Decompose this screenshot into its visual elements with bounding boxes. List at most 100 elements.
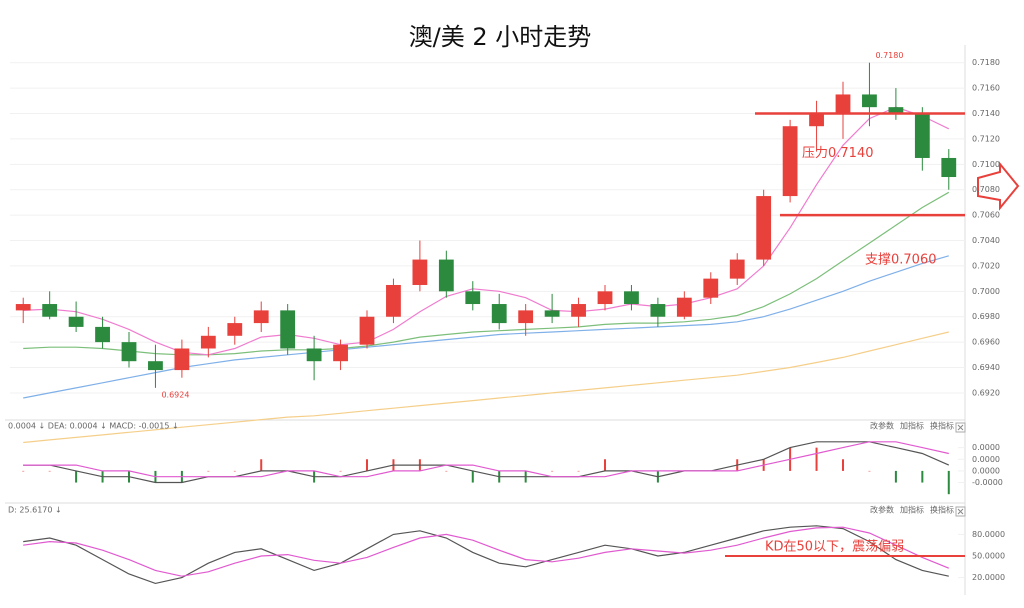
candle-body: [200, 335, 216, 349]
candle-body: [835, 94, 851, 114]
macd-bar: [577, 470, 580, 472]
candle-body: [782, 126, 798, 197]
candle-body: [174, 348, 190, 371]
candle-body: [280, 310, 296, 349]
macd-bar: [75, 470, 78, 483]
series-line: [23, 191, 950, 356]
series-line: [23, 106, 950, 356]
y-tick-label: 80.0000: [972, 530, 1005, 539]
macd-bar: [842, 459, 844, 471]
y-tick-label: 20.0000: [972, 573, 1005, 582]
candle-body: [544, 310, 560, 317]
y-tick-label: 0.7000: [972, 287, 1000, 296]
macd-bar: [868, 470, 871, 472]
candle-body: [756, 196, 772, 260]
y-tick-label: 0.0000: [972, 443, 1000, 452]
y-tick-label: 0.6980: [972, 312, 1000, 321]
low-marker: 0.6924: [161, 390, 189, 399]
indicator-button[interactable]: 加指标: [900, 421, 924, 431]
macd-bar: [551, 470, 554, 472]
candle-body: [359, 316, 375, 345]
candle-body: [809, 113, 824, 127]
level-label: 压力0.7140: [802, 146, 874, 161]
candle-body: [729, 259, 745, 279]
indicator-button[interactable]: 换指标: [930, 421, 954, 431]
candle-body: [68, 316, 84, 327]
series-line: [23, 526, 950, 577]
series-line: [23, 525, 949, 585]
macd-bar: [22, 470, 25, 472]
macd-bar: [445, 470, 448, 472]
candle-body: [597, 291, 613, 305]
candle-body: [941, 157, 957, 178]
candle-body: [121, 342, 137, 362]
candle-body: [412, 259, 428, 285]
y-tick-label: 0.7080: [972, 185, 1000, 194]
candle-body: [571, 304, 586, 317]
candle-body: [650, 304, 666, 317]
close-icon[interactable]: [955, 506, 966, 517]
y-tick-label: 0.7160: [972, 84, 1000, 93]
level-label: KD在50以下，震荡偏弱: [765, 540, 904, 555]
candle-body: [42, 304, 58, 317]
level-label: 支撑0.7060: [865, 253, 937, 268]
macd-bar: [921, 470, 924, 483]
chart-title: 澳/美 2 小时走势: [409, 23, 592, 51]
macd-bar: [207, 470, 210, 472]
candle-body: [703, 278, 719, 298]
y-tick-label: -0.0000: [972, 478, 1003, 487]
y-tick-label: 0.0000: [972, 455, 1000, 464]
candle-body: [227, 323, 243, 336]
y-tick-label: 0.6940: [972, 363, 1000, 372]
candle-body: [888, 107, 904, 114]
candle-body: [914, 113, 930, 158]
y-tick-label: 0.7180: [972, 58, 1000, 67]
indicator-button[interactable]: 改参数: [870, 421, 894, 431]
candle-body: [15, 304, 31, 311]
macd-bar: [48, 470, 51, 472]
candle-body: [862, 94, 877, 108]
y-tick-label: 0.7140: [972, 109, 1000, 118]
series-line: [23, 441, 950, 484]
series-line: [23, 255, 949, 399]
y-tick-label: 0.6960: [972, 338, 1000, 347]
macd-bar: [604, 459, 606, 471]
macd-bar: [260, 459, 263, 471]
y-tick-label: 0.7120: [972, 134, 1000, 143]
macd-bar: [366, 459, 368, 471]
indicator-header: D: 25.6170 ↓: [8, 506, 62, 515]
indicator-button[interactable]: 改参数: [870, 505, 894, 515]
y-tick-label: 0.7040: [972, 236, 1000, 245]
candle-body: [386, 284, 401, 317]
macd-bar: [815, 447, 818, 471]
candle-body: [438, 259, 454, 292]
high-marker: 0.7180: [875, 51, 903, 60]
y-tick-label: 0.6920: [972, 388, 1000, 397]
close-icon[interactable]: [955, 422, 966, 433]
macd-bar: [233, 470, 236, 472]
indicator-header: 0.0004 ↓ DEA: 0.0004 ↓ MACD: -0.0015 ↓: [8, 422, 179, 431]
candle-body: [518, 310, 534, 324]
candle-body: [491, 304, 507, 324]
y-tick-label: 0.7060: [972, 211, 1000, 220]
candle-body: [333, 344, 348, 362]
candle-body: [306, 348, 322, 362]
candle-body: [95, 326, 110, 343]
indicator-button[interactable]: 加指标: [900, 505, 924, 515]
macd-bar: [471, 470, 474, 483]
candle-body: [148, 361, 163, 371]
y-tick-label: 50.0000: [972, 552, 1005, 561]
macd-bar: [339, 470, 342, 472]
macd-bar: [894, 470, 897, 483]
series-line: [23, 331, 949, 444]
indicator-button[interactable]: 换指标: [930, 505, 954, 515]
trend-arrow: [977, 161, 1020, 211]
y-tick-label: 0.7020: [972, 261, 1000, 270]
series-line: [23, 441, 949, 478]
candle-body: [624, 291, 639, 305]
y-tick-label: 0.0000: [972, 466, 1000, 475]
macd-bar: [947, 470, 950, 495]
candle-body: [676, 297, 692, 317]
y-tick-label: 0.7100: [972, 160, 1000, 169]
